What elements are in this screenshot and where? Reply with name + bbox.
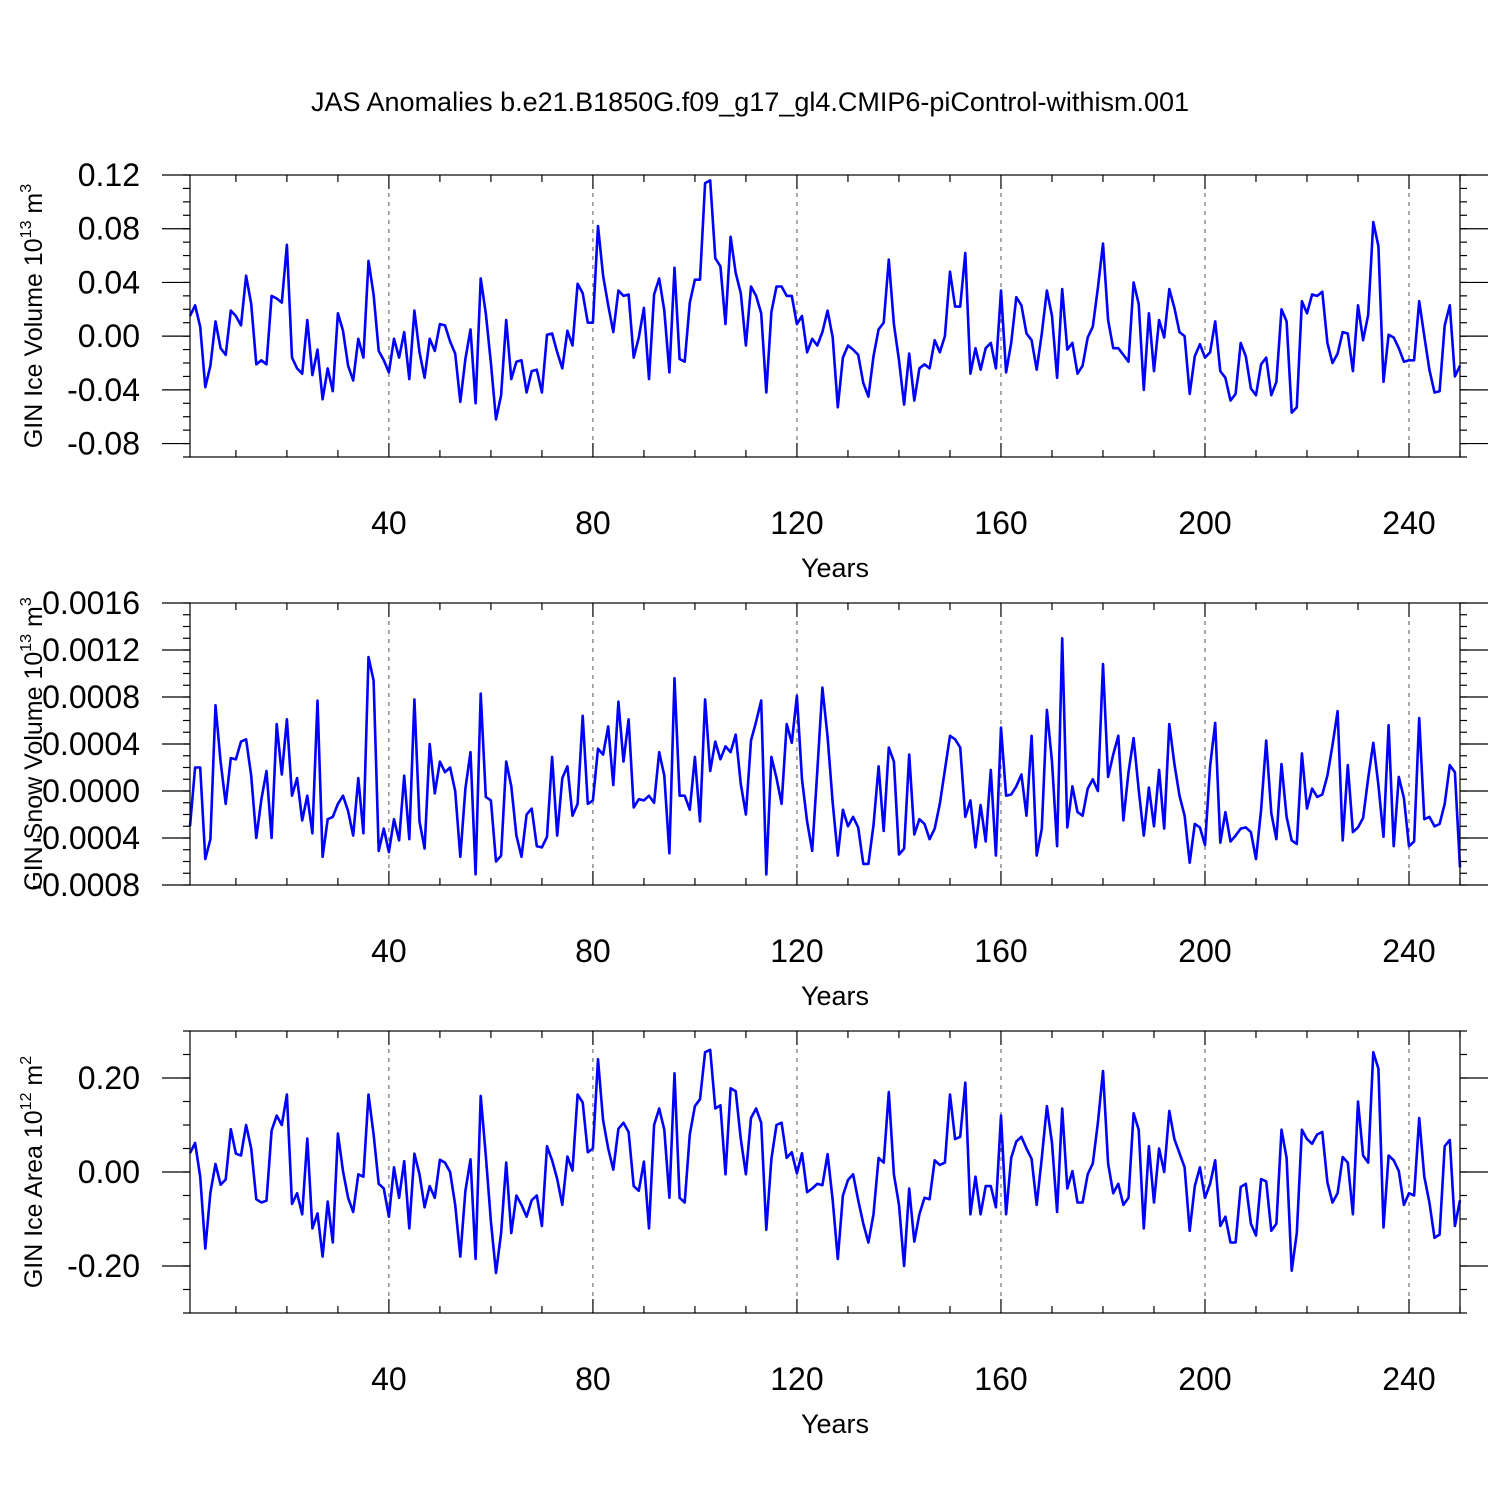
- x-tick-label: 240: [1382, 505, 1435, 541]
- x-tick-label: 40: [371, 933, 407, 969]
- x-tick-label: 200: [1178, 933, 1231, 969]
- x-tick-label: 80: [575, 933, 611, 969]
- y-tick-label: -0.20: [67, 1248, 140, 1284]
- y-tick-label: 0.0008: [42, 679, 140, 715]
- x-tick-label: 40: [371, 505, 407, 541]
- y-tick-label: 0.04: [78, 264, 140, 300]
- y-tick-label: 0.0004: [42, 726, 140, 762]
- x-tick-label: 80: [575, 1361, 611, 1397]
- y-axis-label-exponent: 13: [18, 220, 35, 238]
- y-axis-label-unit: m: [20, 1065, 48, 1093]
- y-tick-label: 0.20: [78, 1060, 140, 1096]
- y-axis-label-unit: m: [20, 606, 48, 634]
- x-axis-label: Years: [801, 1409, 869, 1439]
- y-tick-label: -0.08: [67, 426, 140, 462]
- series-line-ice-volume: [188, 179, 1462, 421]
- y-tick-label: -0.0008: [31, 867, 140, 903]
- series-line-ice-area: [188, 1048, 1462, 1275]
- y-tick-label: 0.0012: [42, 632, 140, 668]
- figure-title: JAS Anomalies b.e21.B1850G.f09_g17_gl4.C…: [311, 87, 1189, 117]
- x-tick-label: 160: [974, 1361, 1027, 1397]
- panel-ice-volume: -0.08 -0.04 0.00 0.04 0.08 0.12 40 80 120 160 200 2…: [18, 157, 1488, 583]
- y-axis-label-unit-exponent: 2: [18, 1056, 35, 1065]
- y-axis-label-exponent: 12: [18, 1092, 35, 1110]
- x-axis-label: Years: [801, 981, 869, 1011]
- x-tick-label: 160: [974, 933, 1027, 969]
- x-tick-label: 240: [1382, 933, 1435, 969]
- x-tick-label: 120: [770, 1361, 823, 1397]
- y-axis-label-text: GIN Ice Area 10: [20, 1110, 48, 1288]
- y-tick-label: 0.12: [78, 157, 140, 193]
- y-axis-label-unit-exponent: 3: [18, 184, 35, 193]
- y-tick-label: -0.04: [67, 372, 140, 408]
- y-tick-label: 0.08: [78, 211, 140, 247]
- x-tick-label: 120: [770, 505, 823, 541]
- y-axis-label: GIN Ice Volume 1013 m3: [18, 184, 48, 448]
- panels: -0.08 -0.04 0.00 0.04 0.08 0.12 40 80 120 160 200 2…: [18, 157, 1488, 1439]
- x-tick-label: 120: [770, 933, 823, 969]
- y-axis-label-text: GIN Ice Volume 10: [20, 238, 48, 448]
- y-axis-label-unit-exponent: 3: [18, 597, 35, 606]
- x-tick-label: 40: [371, 1361, 407, 1397]
- x-tick-label: 200: [1178, 1361, 1231, 1397]
- plot-frame: [189, 174, 1461, 458]
- y-tick-label: -0.0004: [31, 820, 140, 856]
- panel-ice-area: -0.20 0.00 0.20 40 80 120 160 200 240 Years GIN Ic…: [18, 1030, 1488, 1439]
- y-axis-label-unit: m: [20, 193, 48, 221]
- x-tick-label: 80: [575, 505, 611, 541]
- x-tick-label: 200: [1178, 505, 1231, 541]
- x-axis-label: Years: [801, 553, 869, 583]
- y-axis-label-text: GIN Snow Volume 10: [20, 652, 48, 891]
- y-tick-label: 0.0016: [42, 585, 140, 621]
- x-tick-label: 160: [974, 505, 1027, 541]
- series-line-snow-volume: [188, 636, 1462, 876]
- y-axis-label-exponent: 13: [18, 634, 35, 652]
- y-tick-label: 0.00: [78, 1154, 140, 1190]
- panel-snow-volume: -0.0008 -0.0004 0.0000 0.0004 0.0008 0.0012 0.…: [18, 585, 1488, 1011]
- y-axis-label: GIN Snow Volume 1013 m3: [18, 597, 48, 891]
- y-tick-label: 0.0000: [42, 773, 140, 809]
- x-tick-label: 240: [1382, 1361, 1435, 1397]
- y-tick-label: 0.00: [78, 318, 140, 354]
- y-axis-label: GIN Ice Area 1012 m2: [18, 1056, 48, 1288]
